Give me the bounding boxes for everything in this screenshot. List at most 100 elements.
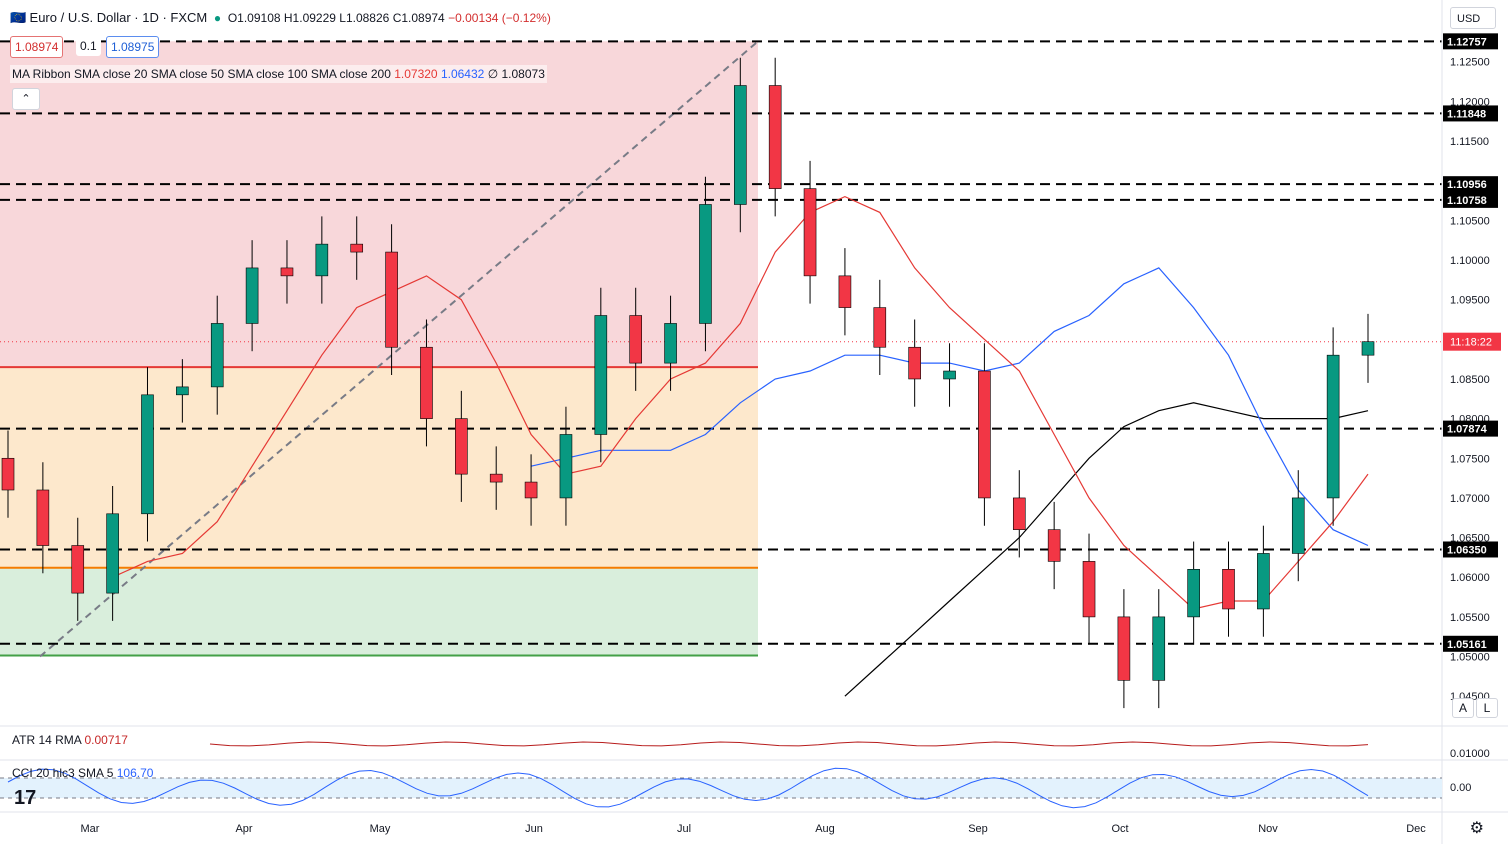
sma50-value: 1.06432 — [440, 67, 485, 81]
sma20-line — [112, 195, 1369, 610]
price-tick-label: 1.07000 — [1450, 493, 1490, 505]
time-axis-label: Jul — [677, 823, 691, 835]
fib-zone-middle — [0, 367, 758, 568]
candle-body — [1117, 616, 1131, 681]
price-level-label: 1.05161 — [1447, 639, 1487, 651]
price-tick-label: 1.05500 — [1450, 612, 1490, 624]
price-level-label: 1.07874 — [1447, 424, 1488, 436]
price-level-label: 1.11848 — [1447, 108, 1486, 120]
candle-body — [1187, 569, 1200, 618]
candle-body — [1326, 354, 1340, 499]
price-tick-label: 1.12500 — [1450, 57, 1490, 69]
sma200-value: 1.08073 — [501, 67, 545, 81]
candle-body — [664, 323, 677, 364]
price-tick-label: 1.07500 — [1450, 453, 1490, 465]
sma20-value: 1.07320 — [394, 67, 438, 81]
ohlc-high: H1.09229 — [283, 11, 336, 25]
atr-value: 0.00717 — [84, 733, 128, 747]
collapse-legend-button[interactable]: ⌃ — [12, 88, 40, 110]
candle-body — [1257, 553, 1270, 610]
symbol-title[interactable]: Euro / U.S. Dollar · 1D · FXCM — [29, 10, 208, 25]
candle-body — [1152, 616, 1166, 681]
candle-body — [1222, 569, 1235, 610]
ohlc-low: L1.08826 — [339, 11, 390, 25]
price-tick-label: 1.10000 — [1450, 255, 1490, 267]
price-tick-label: 1.11500 — [1450, 136, 1489, 148]
candle-body — [489, 473, 503, 483]
candle-body — [385, 251, 398, 348]
candle-body — [699, 204, 712, 324]
price-tick-label: 1.06000 — [1450, 572, 1490, 584]
currency-selector[interactable]: USD — [1450, 7, 1496, 29]
price-level-label-bg — [1443, 33, 1498, 50]
price-tick-label: 1.10500 — [1450, 215, 1490, 227]
price-level-label: 1.10956 — [1447, 179, 1487, 191]
candle-body — [1047, 529, 1061, 562]
candle-body — [594, 315, 608, 435]
buy-price-button[interactable]: 1.08975 — [106, 36, 160, 58]
ma-ribbon-label: MA Ribbon SMA close 20 SMA close 50 SMA … — [12, 67, 391, 81]
candle-body — [1361, 341, 1375, 356]
candle-body — [768, 85, 782, 189]
price-level-label-bg — [1443, 420, 1498, 437]
atr-label: ATR 14 RMA — [12, 733, 82, 747]
market-status-dot: ● — [213, 11, 222, 25]
settings-gear-icon[interactable]: ⚙ — [1469, 820, 1484, 837]
candle-body — [978, 370, 991, 499]
time-axis-label: May — [370, 823, 391, 835]
price-level-label: 1.10758 — [1447, 195, 1487, 207]
candle-body — [559, 434, 573, 499]
candle-body — [943, 370, 956, 380]
price-level-label-bg — [1443, 191, 1498, 208]
candle-body — [524, 481, 538, 499]
price-level-label-bg — [1443, 541, 1498, 558]
price-tick-label: 1.08500 — [1450, 374, 1490, 386]
candle-body — [141, 394, 154, 515]
ma-ribbon-legend[interactable]: MA Ribbon SMA close 20 SMA close 50 SMA … — [10, 65, 547, 83]
cci-band — [0, 778, 1442, 798]
cci-legend[interactable]: CCI 20 hlc3 SMA 5 106.70 — [12, 766, 153, 780]
candle-body — [1082, 561, 1096, 618]
atr-line — [209, 741, 1369, 747]
spread-value: 0.1 — [76, 36, 101, 56]
tradingview-logo-icon: 17 — [14, 787, 36, 809]
cci-value: 106.70 — [116, 766, 154, 780]
price-level-label-bg — [1443, 105, 1498, 122]
price-tick-label: 1.09500 — [1450, 295, 1490, 307]
fib-zone-upper — [0, 41, 758, 368]
price-tick-label: 1.05000 — [1450, 652, 1490, 664]
price-level-label: 1.06350 — [1447, 544, 1487, 556]
time-axis-label: Aug — [815, 823, 835, 835]
candle-body — [280, 267, 294, 277]
candle-body — [36, 489, 50, 546]
time-axis-label: Sep — [968, 823, 988, 835]
candle-body — [1291, 497, 1305, 554]
fib-trend-line — [39, 40, 759, 658]
candle-body — [176, 386, 189, 396]
cci-line — [7, 767, 1369, 809]
ohlc-open: O1.09108 — [227, 11, 281, 25]
ohlc-change: −0.00134 (−0.12%) — [448, 11, 551, 25]
candle-body — [873, 307, 887, 348]
atr-tick-label: 0.01000 — [1450, 748, 1490, 760]
price-level-label-bg — [1443, 635, 1498, 652]
candle-body — [71, 545, 85, 594]
time-axis-label: Nov — [1258, 823, 1278, 835]
candle-body — [315, 243, 329, 277]
candle-body — [210, 323, 224, 388]
price-tick-label: 1.12000 — [1450, 96, 1490, 108]
sell-price-button[interactable]: 1.08974 — [10, 36, 64, 58]
sma200-line — [844, 402, 1369, 697]
countdown-label: 11:18:22 — [1450, 337, 1492, 349]
candle-body — [455, 418, 468, 475]
auto-scale-button[interactable]: A — [1452, 698, 1474, 718]
time-axis-label: Dec — [1406, 823, 1426, 835]
candle-body — [106, 513, 119, 594]
candle-body — [350, 243, 364, 253]
countdown-label-bg — [1443, 332, 1501, 351]
log-scale-button[interactable]: L — [1476, 698, 1498, 718]
time-axis-label: Mar — [81, 823, 100, 835]
ohlc-close: C1.08974 — [392, 11, 445, 25]
atr-legend[interactable]: ATR 14 RMA 0.00717 — [12, 733, 128, 747]
